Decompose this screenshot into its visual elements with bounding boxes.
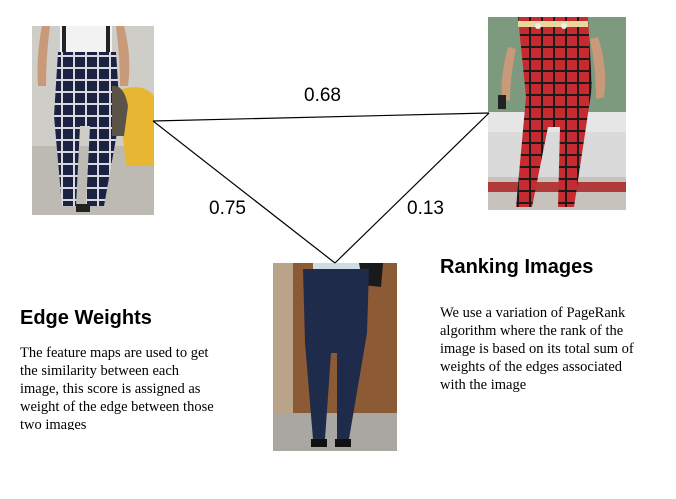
edge-top — [152, 112, 490, 122]
weight-right: 0.13 — [407, 198, 444, 219]
edge-weights-text: The feature maps are used to get the sim… — [20, 345, 214, 430]
image-dark-jeans — [273, 263, 397, 451]
weight-left: 0.75 — [209, 198, 246, 219]
edge-weights-heading: Edge Weights — [20, 307, 152, 329]
weight-top: 0.68 — [304, 85, 341, 106]
edge-left — [152, 120, 336, 264]
image-navy-plaid-trousers — [32, 26, 154, 215]
ranking-images-heading: Ranking Images — [440, 256, 594, 278]
image-red-plaid-trousers — [488, 17, 626, 210]
edge-right — [334, 112, 490, 264]
ranking-images-text: We use a variation of PageRank algorithm… — [440, 305, 634, 393]
